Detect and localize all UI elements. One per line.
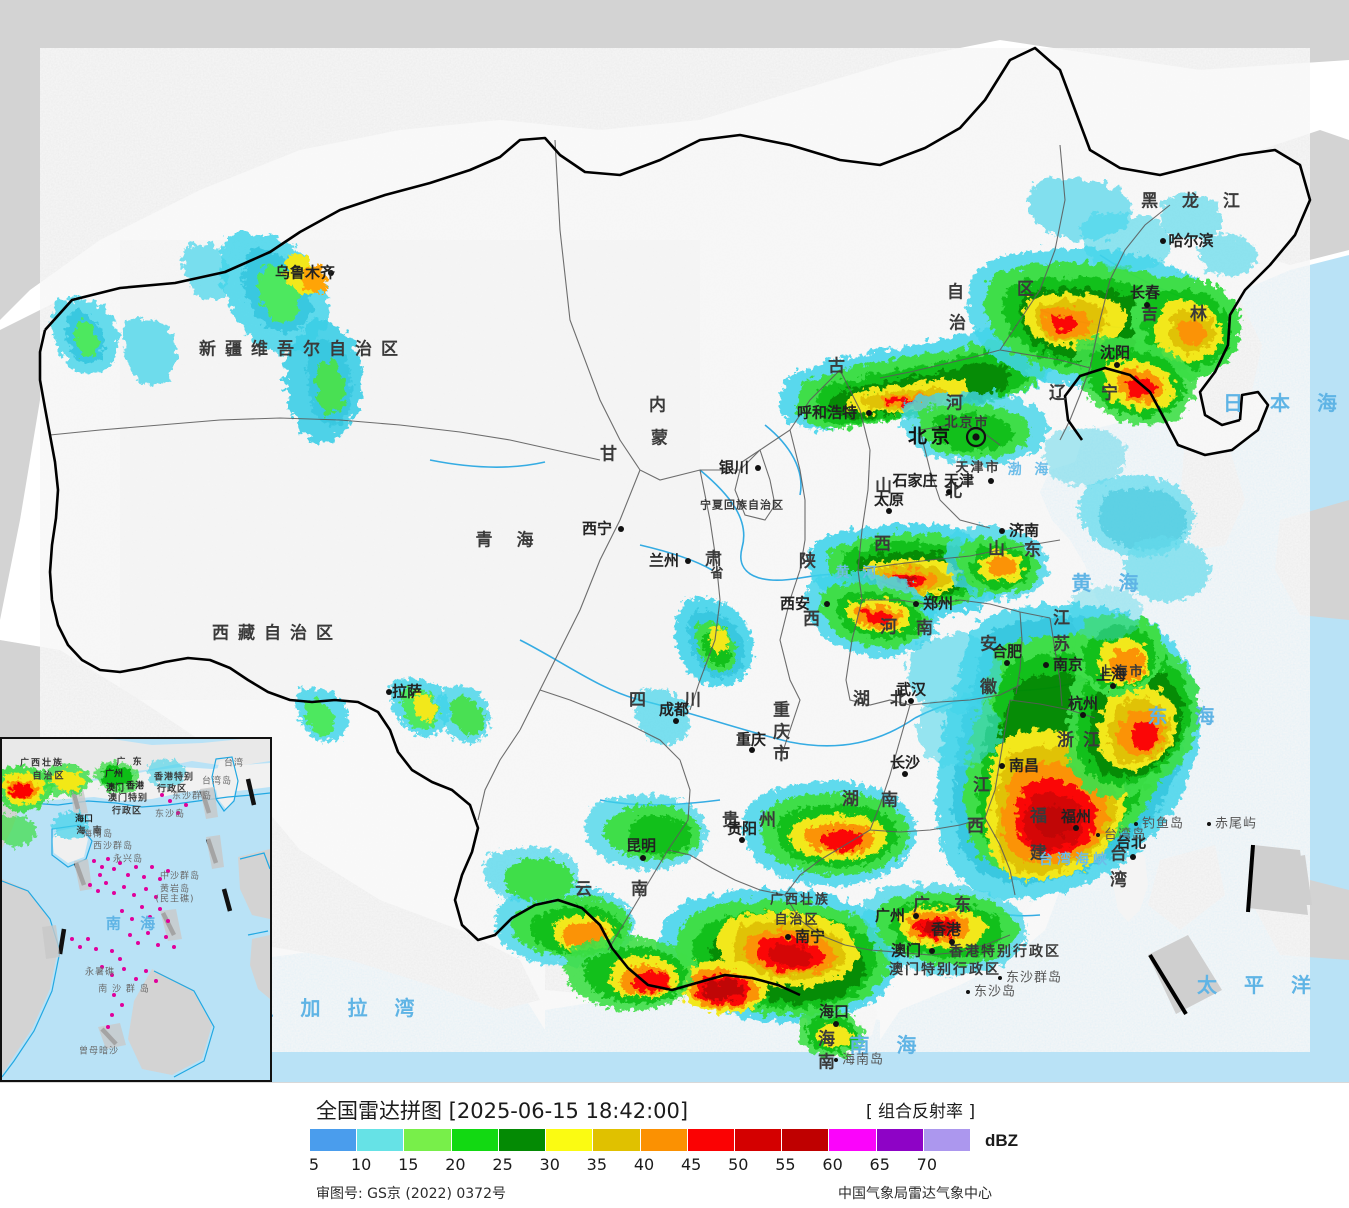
colorbar-tick-25: 25 <box>492 1155 513 1174</box>
colorbar-tick-55: 55 <box>775 1155 796 1174</box>
approval-number: 审图号: GS京 (2022) 0372号 <box>316 1186 506 1202</box>
page-title: 全国雷达拼图 [2025-06-15 18:42:00] <box>316 1099 689 1123</box>
colorbar-tick-15: 15 <box>398 1155 419 1174</box>
colorbar-tick-50: 50 <box>728 1155 749 1174</box>
title-row: 全国雷达拼图 [2025-06-15 18:42:00] [ 组合反射率 ] <box>0 1095 1349 1123</box>
radar-map-panel[interactable]: 新疆维吾尔自治区 西藏自治区青 海内蒙古自治区甘肃省宁夏回族自治区陕西山西河北北京… <box>0 0 1349 1082</box>
colorbar-segment-15 <box>404 1129 452 1151</box>
colorbar-tick-20: 20 <box>445 1155 466 1174</box>
colorbar-segment-20 <box>451 1129 499 1151</box>
colorbar-tick-35: 35 <box>586 1155 608 1174</box>
colorbar-tick-labels: 5 10 15 20 25 30 35 40 45 50 55 60 65 70 <box>308 1155 970 1175</box>
national-capital-marker <box>965 426 987 448</box>
colorbar-tick-65: 65 <box>869 1155 890 1174</box>
colorbar-tick-5: 5 <box>308 1155 320 1174</box>
china-radar-map-graphic <box>0 0 1349 1082</box>
colorbar-tick-40: 40 <box>633 1155 655 1174</box>
disputed-area-strips <box>1148 844 1312 1016</box>
reflectivity-colorbar <box>310 1129 971 1151</box>
colorbar-segment-50 <box>734 1129 783 1151</box>
colorbar-segment-70 <box>923 1129 971 1151</box>
colorbar-tick-30: 30 <box>539 1155 560 1174</box>
colorbar-segment-10 <box>357 1129 405 1151</box>
colorbar-segment-25 <box>498 1129 547 1151</box>
colorbar-segment-65 <box>876 1129 924 1151</box>
colorbar-tick-10: 10 <box>350 1155 372 1174</box>
organization-name: 中国气象局雷达气象中心 <box>838 1186 992 1202</box>
product-type-label: [ 组合反射率 ] <box>866 1102 976 1122</box>
south-china-sea-inset-graphic <box>2 739 270 1080</box>
colorbar-tick-45: 45 <box>680 1155 702 1174</box>
colorbar-segment-30 <box>546 1129 594 1151</box>
colorbar-segment-55 <box>782 1129 830 1151</box>
colorbar-unit-label: dBZ <box>985 1131 1019 1150</box>
national-boundary <box>38 46 1312 997</box>
legend-footer: 全国雷达拼图 [2025-06-15 18:42:00] [ 组合反射率 ] d… <box>0 1082 1349 1208</box>
colorbar-segment-45 <box>687 1129 735 1151</box>
colorbar-segment-60 <box>829 1129 877 1151</box>
colorbar-tick-70: 70 <box>916 1155 938 1174</box>
radar-reflectivity-echoes <box>51 177 1257 1057</box>
colorbar-tick-60: 60 <box>822 1155 843 1174</box>
colorbar-segment-5 <box>310 1129 358 1151</box>
south-china-sea-inset-map[interactable]: 广西壮族 自治区广 东广州 澳门 香港 香港特别 行政区 澳门特别 行政区 台湾 台湾岛 东沙群岛东… <box>0 737 272 1082</box>
colorbar-segment-40 <box>640 1129 688 1151</box>
colorbar-segment-35 <box>593 1129 641 1151</box>
